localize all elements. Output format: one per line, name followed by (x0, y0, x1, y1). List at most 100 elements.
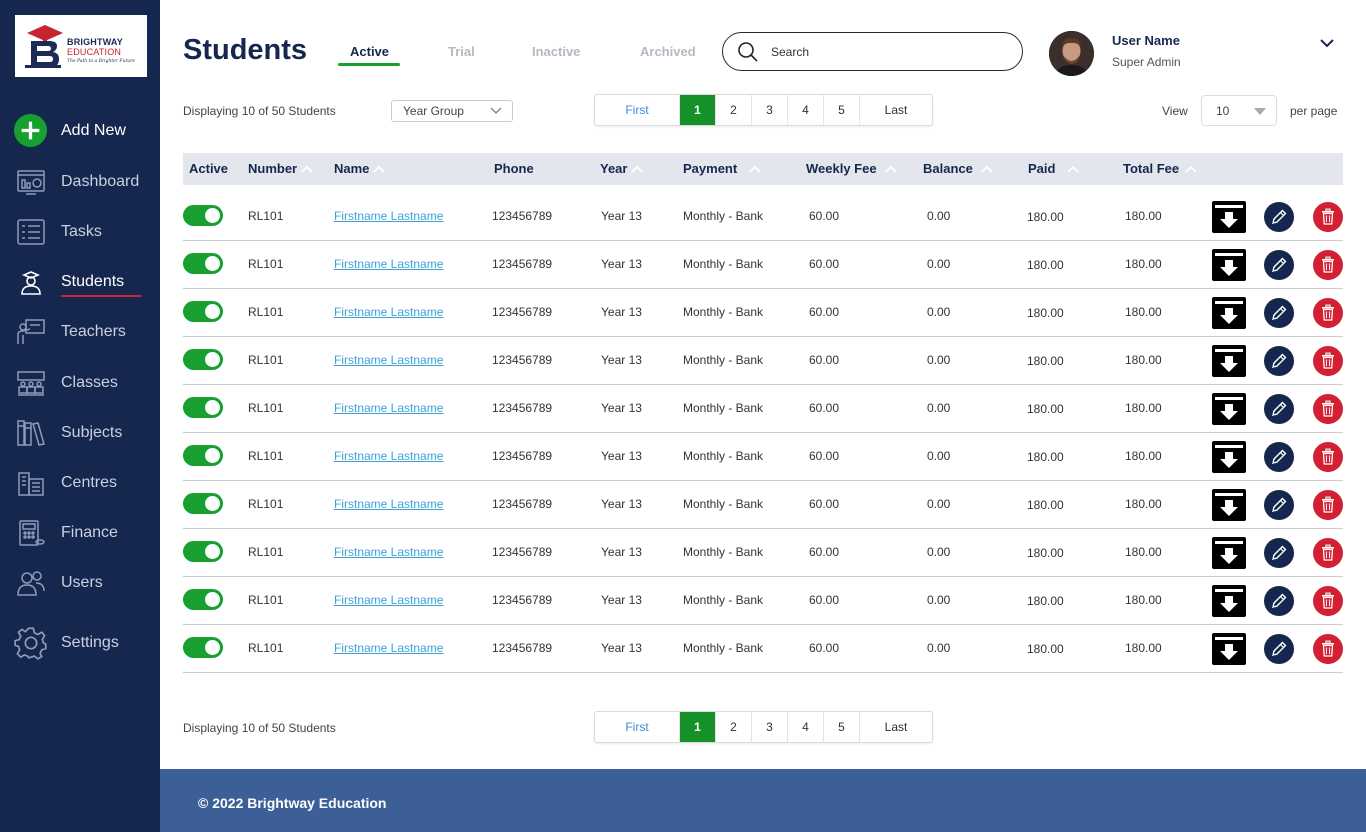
pagination-page-4[interactable]: 4 (787, 712, 823, 742)
cell-name[interactable]: Firstname Lastname (334, 257, 444, 271)
cell-name[interactable]: Firstname Lastname (334, 305, 444, 319)
cell-name[interactable]: Firstname Lastname (334, 545, 444, 559)
cell-name[interactable]: Firstname Lastname (334, 497, 444, 511)
sidebar: BRIGHTWAY EDUCATION The Path to a Bright… (0, 0, 160, 832)
cell-total-fee: 180.00 (1125, 497, 1162, 511)
edit-icon[interactable] (1264, 250, 1294, 285)
cell-number: RL101 (248, 593, 284, 607)
edit-icon[interactable] (1264, 346, 1294, 381)
active-toggle[interactable] (183, 589, 223, 610)
tab-inactive[interactable]: Inactive (532, 44, 581, 59)
delete-icon[interactable] (1313, 586, 1343, 621)
edit-icon[interactable] (1264, 538, 1294, 573)
pagination-page-2[interactable]: 2 (715, 95, 751, 125)
edit-icon[interactable] (1264, 298, 1294, 333)
edit-icon[interactable] (1264, 442, 1294, 477)
sidebar-item-finance[interactable]: Finance (0, 513, 160, 553)
active-toggle[interactable] (183, 445, 223, 466)
active-toggle[interactable] (183, 541, 223, 562)
delete-icon[interactable] (1313, 538, 1343, 573)
archive-icon[interactable] (1212, 489, 1246, 526)
cell-name[interactable]: Firstname Lastname (334, 449, 444, 463)
pagination-page-4[interactable]: 4 (787, 95, 823, 125)
cell-name[interactable]: Firstname Lastname (334, 401, 444, 415)
edit-icon[interactable] (1264, 394, 1294, 429)
active-toggle[interactable] (183, 253, 223, 274)
pagination-first[interactable]: First (625, 720, 649, 734)
archive-icon[interactable] (1212, 345, 1246, 382)
edit-icon[interactable] (1264, 490, 1294, 525)
delete-icon[interactable] (1313, 442, 1343, 477)
sidebar-item-dashboard[interactable]: Dashboard (0, 162, 160, 202)
archive-icon[interactable] (1212, 249, 1246, 286)
delete-icon[interactable] (1313, 250, 1343, 285)
col-number[interactable]: Number (248, 161, 313, 176)
search-input[interactable] (771, 42, 1001, 62)
add-new-button[interactable]: Add New (0, 111, 160, 151)
col-paid[interactable]: Paid (1028, 161, 1080, 176)
pagination-last[interactable]: Last (859, 95, 932, 125)
archive-icon[interactable] (1212, 633, 1246, 670)
search-icon[interactable] (737, 41, 759, 63)
col-year[interactable]: Year (600, 161, 644, 176)
col-balance[interactable]: Balance (923, 161, 993, 176)
chevron-down-icon[interactable] (1318, 36, 1336, 50)
cell-name[interactable]: Firstname Lastname (334, 353, 444, 367)
tab-archived[interactable]: Archived (640, 44, 696, 59)
edit-icon[interactable] (1264, 586, 1294, 621)
delete-icon[interactable] (1313, 202, 1343, 237)
delete-icon[interactable] (1313, 634, 1343, 669)
archive-icon[interactable] (1212, 441, 1246, 478)
tab-active[interactable]: Active (350, 44, 390, 59)
sidebar-item-settings[interactable]: Settings (0, 623, 160, 663)
pagination-page-5[interactable]: 5 (823, 95, 859, 125)
sidebar-item-tasks[interactable]: Tasks (0, 212, 160, 252)
brand-logo[interactable]: BRIGHTWAY EDUCATION The Path to a Bright… (15, 15, 147, 77)
pagination-first[interactable]: First (625, 103, 649, 117)
cell-phone: 123456789 (492, 593, 553, 607)
active-toggle[interactable] (183, 205, 223, 226)
pagination-last[interactable]: Last (859, 712, 932, 742)
edit-icon[interactable] (1264, 634, 1294, 669)
col-name[interactable]: Name (334, 161, 386, 176)
active-toggle[interactable] (183, 301, 223, 322)
col-weekly-fee[interactable]: Weekly Fee (806, 161, 897, 176)
active-toggle[interactable] (183, 397, 223, 418)
archive-icon[interactable] (1212, 201, 1246, 238)
active-toggle[interactable] (183, 349, 223, 370)
pagination-page-3[interactable]: 3 (751, 712, 787, 742)
year-group-select[interactable]: Year Group (391, 100, 513, 122)
edit-icon[interactable] (1264, 202, 1294, 237)
cell-number: RL101 (248, 449, 284, 463)
cell-name[interactable]: Firstname Lastname (334, 593, 444, 607)
archive-icon[interactable] (1212, 393, 1246, 430)
pagination-page-5[interactable]: 5 (823, 712, 859, 742)
active-toggle[interactable] (183, 493, 223, 514)
delete-icon[interactable] (1313, 394, 1343, 429)
sidebar-item-users[interactable]: Users (0, 563, 160, 603)
sidebar-item-centres[interactable]: Centres (0, 463, 160, 503)
sidebar-item-classes[interactable]: Classes (0, 363, 160, 403)
tab-trial[interactable]: Trial (448, 44, 475, 59)
table-row: RL101 Firstname Lastname 123456789 Year 13 M… (183, 529, 1343, 577)
col-payment[interactable]: Payment (683, 161, 761, 176)
delete-icon[interactable] (1313, 490, 1343, 525)
sidebar-item-teachers[interactable]: Teachers (0, 312, 160, 352)
sidebar-item-subjects[interactable]: Subjects (0, 413, 160, 453)
cell-name[interactable]: Firstname Lastname (334, 209, 444, 223)
archive-icon[interactable] (1212, 585, 1246, 622)
archive-icon[interactable] (1212, 297, 1246, 334)
pagination-page-1[interactable]: 1 (679, 95, 715, 125)
pagination-page-1[interactable]: 1 (679, 712, 715, 742)
cell-name[interactable]: Firstname Lastname (334, 641, 444, 655)
delete-icon[interactable] (1313, 298, 1343, 333)
pagination-page-2[interactable]: 2 (715, 712, 751, 742)
delete-icon[interactable] (1313, 346, 1343, 381)
per-page-select[interactable]: 10 (1201, 95, 1277, 126)
pagination-page-3[interactable]: 3 (751, 95, 787, 125)
archive-icon[interactable] (1212, 537, 1246, 574)
active-toggle[interactable] (183, 637, 223, 658)
avatar[interactable] (1049, 31, 1094, 76)
col-total-fee[interactable]: Total Fee (1123, 161, 1197, 176)
sidebar-item-students[interactable]: Students (0, 262, 160, 302)
